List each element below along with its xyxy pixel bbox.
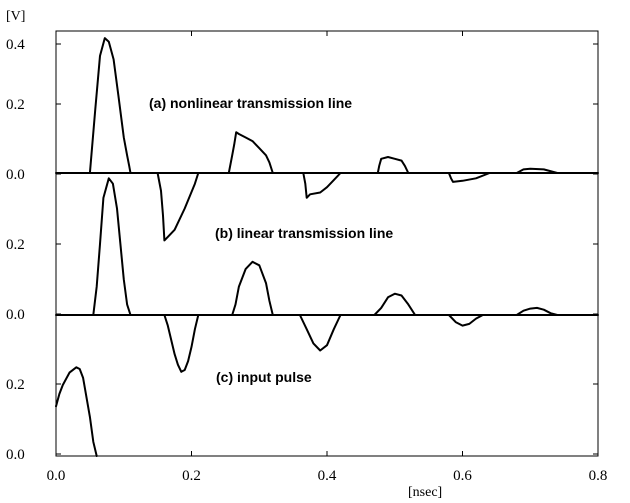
panel-a-trace [56, 38, 598, 240]
y-tick-label: 0.2 [6, 97, 25, 113]
x-tick-label: 0.8 [589, 468, 608, 484]
x-tick-label: 0.0 [47, 468, 66, 484]
x-tick-label: 0.2 [182, 468, 201, 484]
panel-b-label: (b) linear transmission line [215, 225, 393, 241]
y-tick-label: 0.0 [6, 307, 25, 323]
y-unit-label: [V] [6, 9, 25, 24]
x-unit-label: [nsec] [408, 485, 442, 500]
panel-a-label: (a) nonlinear transmission line [149, 95, 352, 111]
y-tick-label: 0.0 [6, 167, 25, 183]
y-tick-label: 0.2 [6, 237, 25, 253]
y-tick-label: 0.4 [6, 37, 25, 53]
panel-c-trace [56, 367, 97, 456]
x-tick-label: 0.6 [453, 468, 472, 484]
y-tick-label: 0.0 [6, 447, 25, 463]
y-tick-label: 0.2 [6, 377, 25, 393]
panel-b-trace [56, 178, 598, 371]
x-tick-label: 0.4 [318, 468, 337, 484]
panel-c-label: (c) input pulse [216, 369, 312, 385]
